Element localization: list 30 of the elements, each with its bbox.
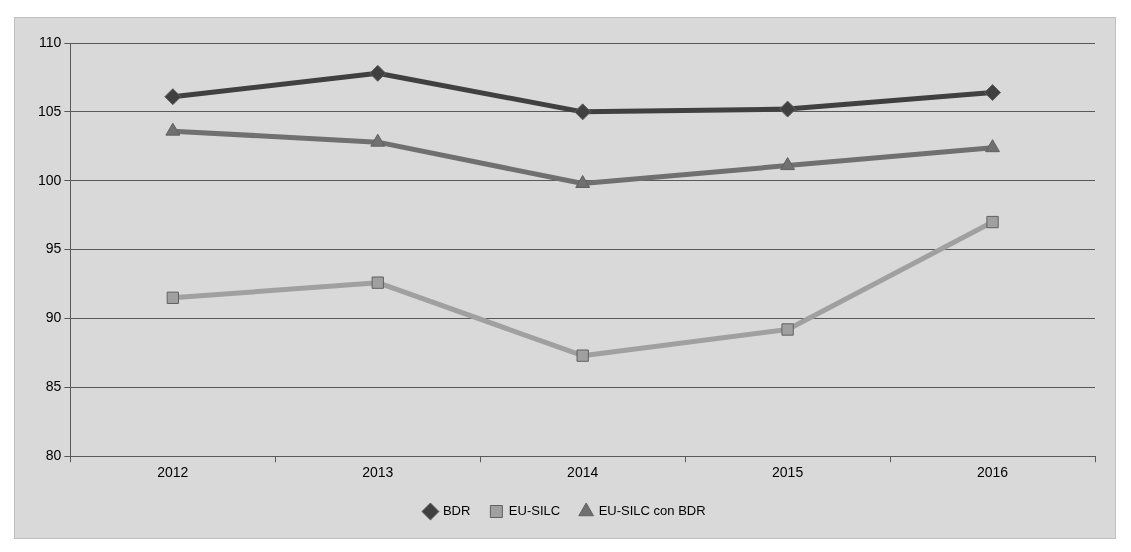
x-tick-label: 2012 bbox=[157, 464, 189, 481]
y-tick-label: 100 bbox=[38, 171, 62, 188]
point bbox=[166, 291, 179, 304]
y-tick-label: 110 bbox=[39, 33, 62, 50]
legend-label: EU-SILC bbox=[508, 503, 561, 519]
point bbox=[780, 157, 796, 171]
point bbox=[370, 133, 386, 147]
x-tick-label: 2016 bbox=[976, 464, 1009, 481]
point bbox=[574, 103, 592, 121]
y-tick-label: 90 bbox=[45, 309, 62, 326]
x-tick-label: 2013 bbox=[362, 464, 394, 481]
y-tick-label: 85 bbox=[45, 378, 62, 395]
point bbox=[576, 349, 589, 362]
point bbox=[371, 276, 384, 289]
y-tick-label: 105 bbox=[38, 102, 62, 119]
point bbox=[165, 122, 181, 136]
point bbox=[369, 64, 387, 82]
point bbox=[781, 323, 794, 336]
y-tick-label: 95 bbox=[45, 240, 62, 257]
point bbox=[985, 139, 1000, 153]
point bbox=[779, 100, 797, 118]
point bbox=[984, 84, 1002, 102]
y-tick-label: 80 bbox=[45, 447, 62, 464]
x-tick-label: 2015 bbox=[772, 464, 804, 481]
legend-label: EU-SILC con BDR bbox=[598, 503, 706, 519]
point bbox=[164, 88, 182, 106]
point bbox=[575, 174, 591, 188]
x-tick-label: 2014 bbox=[567, 464, 599, 481]
legend-label: BDR bbox=[442, 503, 471, 519]
point bbox=[986, 215, 999, 229]
